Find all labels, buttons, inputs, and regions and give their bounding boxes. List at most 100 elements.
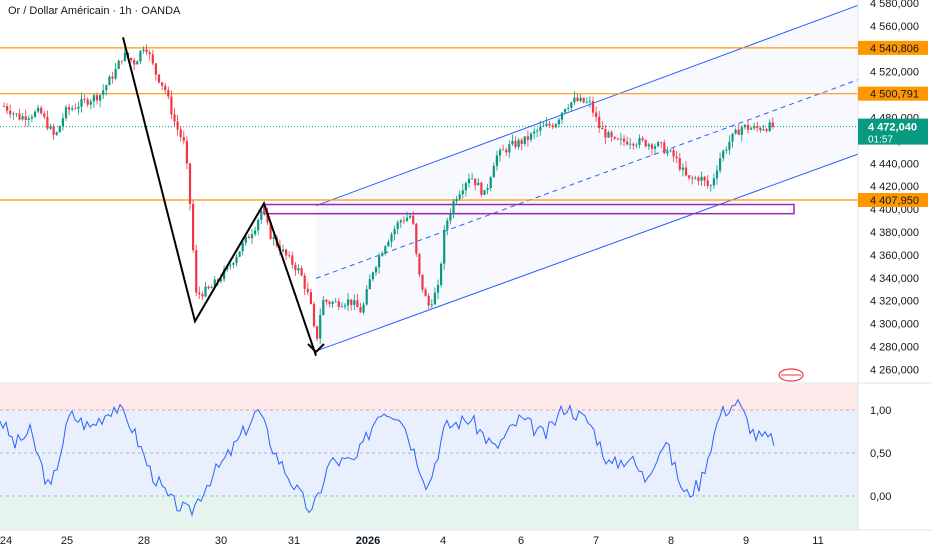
candle-body: [719, 158, 722, 171]
candle-body: [393, 229, 396, 235]
candle-body: [688, 175, 691, 178]
candle-body: [638, 138, 641, 145]
candle-body: [486, 188, 489, 191]
candle-body: [750, 128, 753, 130]
candle-body: [207, 286, 210, 289]
time-tick-label: 30: [215, 535, 227, 547]
candle-body: [740, 127, 743, 135]
candle-body: [734, 129, 737, 134]
candle-body: [247, 236, 250, 239]
candle-body: [368, 279, 371, 290]
candle-body: [37, 107, 40, 112]
candle-body: [762, 129, 765, 131]
candle-body: [18, 113, 21, 120]
candle-body: [576, 97, 579, 101]
candle-body: [461, 190, 464, 195]
candle-body: [526, 136, 529, 140]
osc-oversold-zone: [0, 496, 858, 530]
candle-body: [201, 294, 204, 297]
current-price-countdown: 01:57: [868, 135, 893, 146]
candle-body: [340, 306, 343, 308]
candle-body: [9, 110, 12, 115]
candle-body: [381, 253, 384, 257]
candle-body: [672, 150, 675, 157]
candle-body: [331, 301, 334, 304]
time-tick-label: 24: [0, 535, 12, 547]
candle-body: [95, 95, 99, 101]
price-tick-label: 4 260,000: [870, 364, 919, 376]
candle-body: [102, 90, 105, 95]
candle-body: [325, 299, 328, 302]
candle-body: [387, 241, 390, 247]
candle-body: [678, 158, 681, 170]
candle-body: [455, 198, 458, 202]
candle-body: [316, 326, 319, 339]
candle-body: [564, 108, 567, 113]
candle-body: [123, 52, 126, 61]
candle-body: [588, 101, 591, 102]
candle-body: [33, 111, 37, 117]
candle-body: [263, 210, 266, 214]
candle-body: [371, 272, 374, 280]
candle-body: [666, 151, 669, 154]
candle-body: [235, 256, 238, 264]
candle-body: [312, 303, 316, 327]
osc-tick-label: 0,50: [870, 448, 891, 460]
candle-body: [663, 142, 666, 154]
price-tick-label: 4 300,000: [870, 319, 919, 331]
current-price-tag-label: 4 472,040: [868, 122, 917, 134]
candle-body: [188, 163, 192, 204]
candle-body: [80, 98, 83, 107]
osc-tick-label: 1,00: [870, 405, 891, 417]
candle-body: [560, 112, 564, 120]
candle-body: [139, 50, 142, 62]
candle-body: [712, 178, 715, 186]
candle-body: [182, 137, 185, 141]
candle-body: [167, 90, 170, 97]
candle-body: [533, 131, 536, 134]
candle-body: [185, 140, 188, 164]
candle-body: [746, 124, 750, 130]
candle-body: [30, 116, 33, 119]
candle-body: [257, 219, 260, 231]
candle-body: [647, 144, 650, 147]
candle-body: [154, 63, 157, 75]
candle-body: [384, 246, 387, 254]
candle-body: [269, 222, 272, 239]
candle-body: [508, 144, 511, 153]
candle-body: [2, 106, 6, 107]
candle-body: [731, 133, 734, 142]
price-tick-label: 4 320,000: [870, 296, 919, 308]
osc-overbought-zone: [0, 384, 858, 410]
candle-body: [43, 113, 46, 117]
candle-body: [300, 268, 303, 276]
candle-body: [436, 284, 440, 293]
candle-body: [77, 106, 80, 109]
channel-lower-line: [315, 153, 859, 352]
candle-body: [173, 114, 176, 122]
time-tick-label: 31: [288, 535, 300, 547]
candle-body: [607, 132, 610, 138]
candle-body: [232, 263, 235, 265]
candle-body: [452, 201, 455, 214]
candle-body: [322, 299, 325, 316]
candle-body: [700, 176, 703, 181]
current-price-tag: [858, 118, 928, 145]
candle-body: [430, 304, 433, 306]
candle-body: [170, 96, 173, 115]
candle-body: [669, 150, 672, 152]
candle-body: [244, 236, 247, 243]
candle-body: [71, 108, 74, 110]
candle-body: [40, 107, 43, 114]
candle-body: [536, 130, 539, 132]
candle-body: [585, 101, 588, 103]
candle-body: [64, 107, 68, 119]
candle-body: [582, 97, 585, 103]
candle-body: [433, 292, 436, 305]
candle-body: [626, 141, 629, 145]
candle-body: [105, 85, 108, 91]
candle-body: [272, 237, 275, 239]
candle-body: [424, 289, 427, 297]
